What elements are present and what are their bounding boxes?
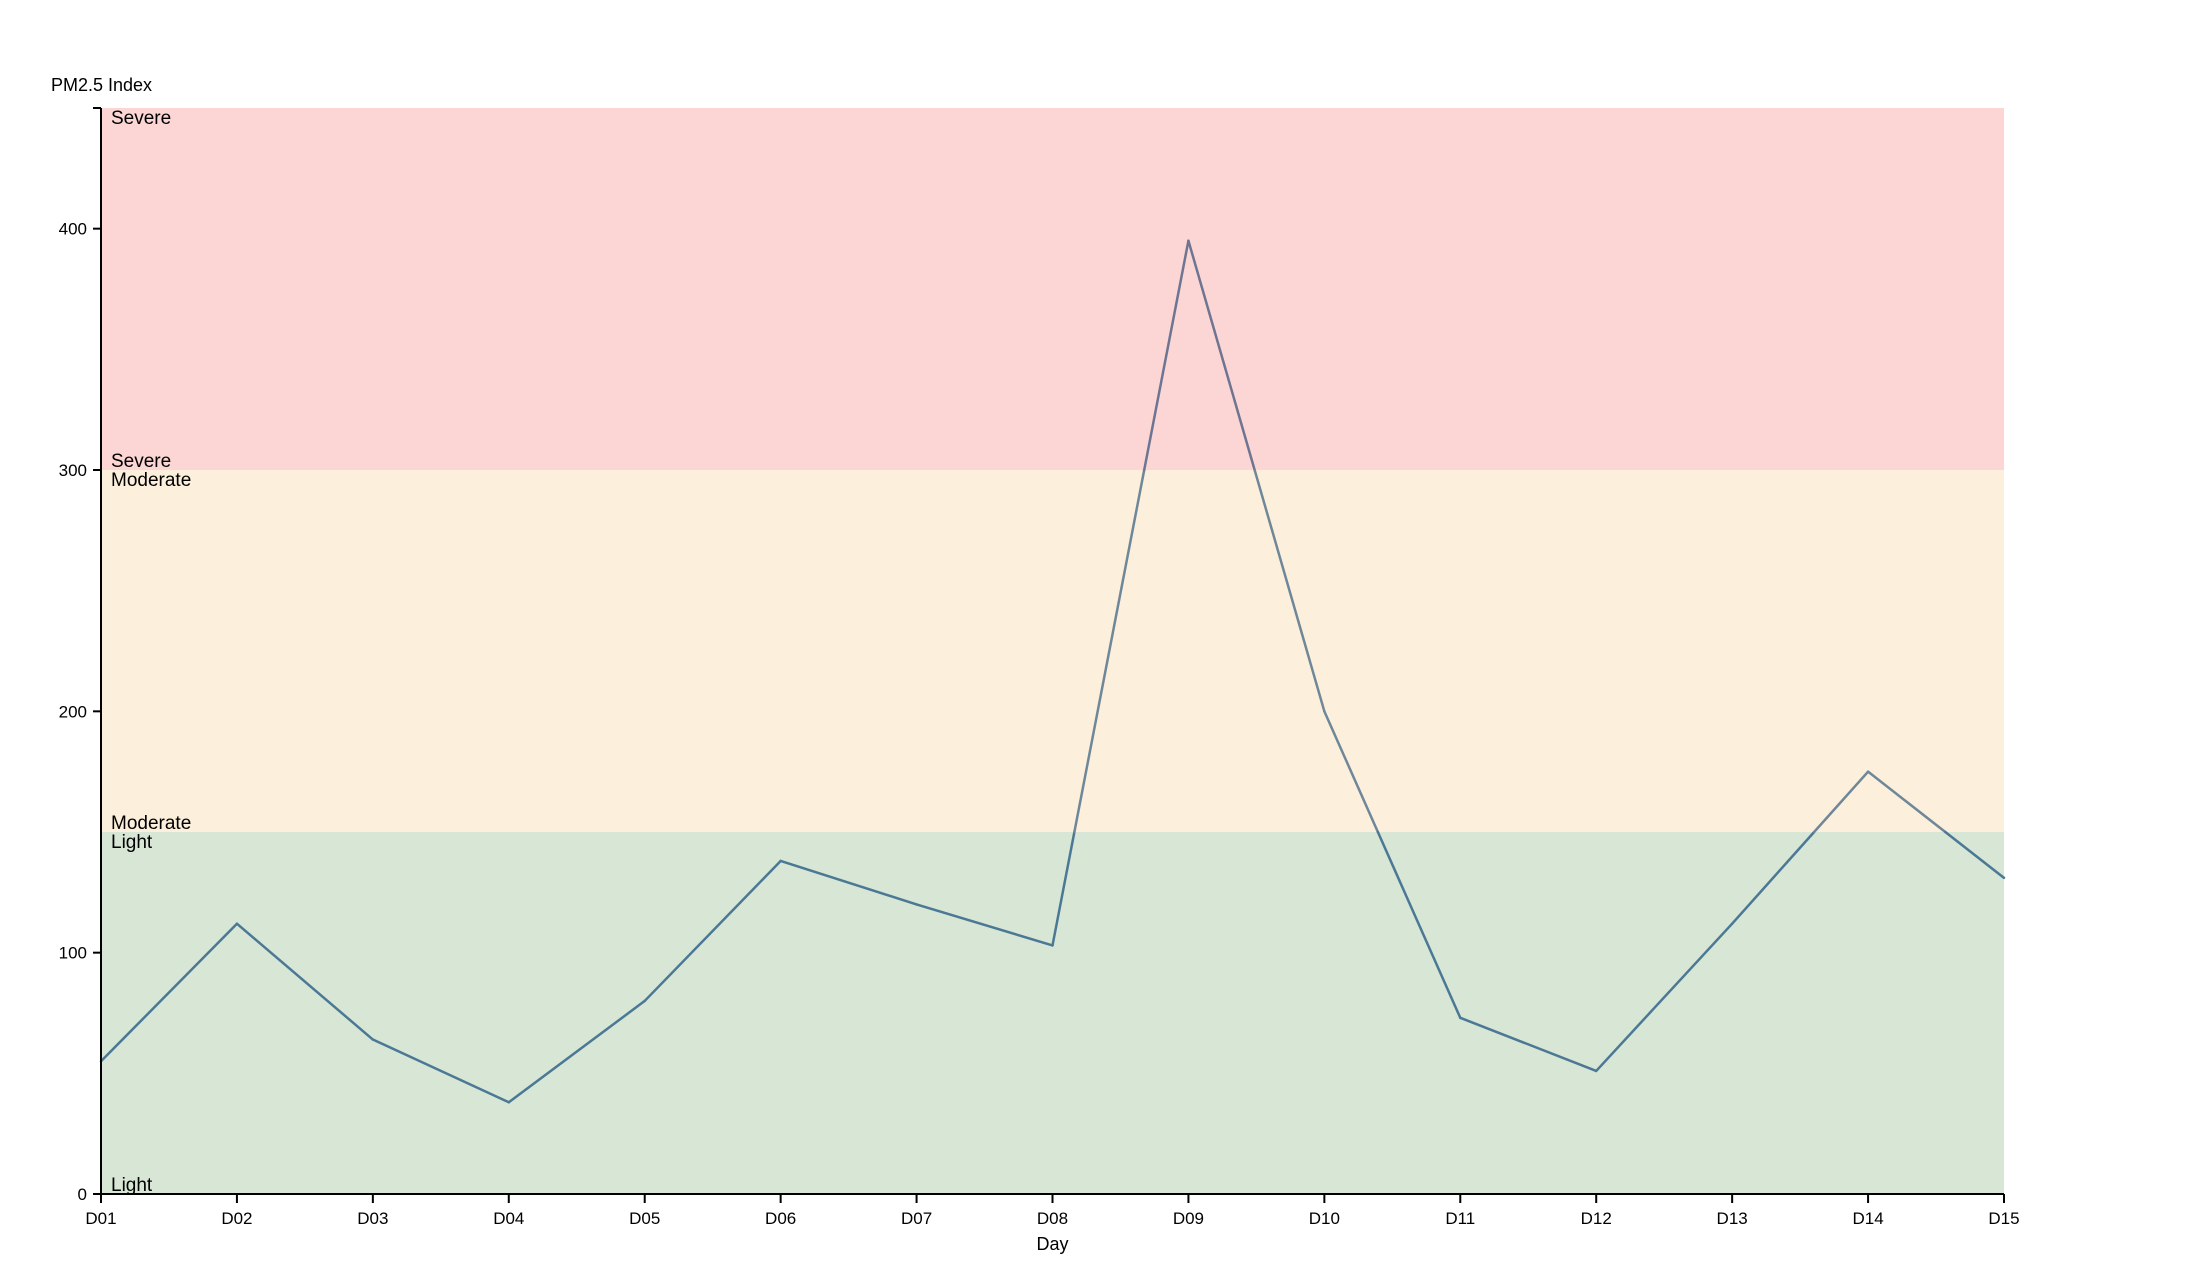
series-line-segment [1812,770,1870,834]
band-label-severe-bottom: Severe [111,451,171,472]
x-tick-label-d11: D11 [1445,1209,1475,1228]
series-line-segment [235,922,375,1041]
band-label-moderate-bottom: Moderate [111,813,191,834]
series-line-segment [1323,710,1380,834]
x-tick-label-d13: D13 [1717,1209,1748,1228]
x-tick-label-d07: D07 [901,1209,932,1228]
series-line-segment [1253,468,1326,713]
series-line-segment [1866,770,1947,834]
y-tick-label: 200 [59,702,87,721]
y-tick-label: 0 [78,1185,87,1204]
x-tick-label-d08: D08 [1037,1209,1068,1228]
series-line-segment [1730,830,1816,925]
x-tick-label-d01: D01 [85,1209,116,1228]
axes: 0 100 200 300 400 D01 D02 D03 D04 D05 D06 D07 D08 D09… [59,107,2020,1228]
x-tick-label-d04: D04 [493,1209,524,1228]
x-tick-label-d09: D09 [1173,1209,1204,1228]
series-line-segment [1142,239,1190,472]
x-tick-label-d10: D10 [1309,1209,1340,1228]
y-tick-label: 100 [59,944,87,963]
band-label-light-top: Light [111,832,153,853]
band-label-moderate-top: Moderate [111,470,191,491]
series-line-segment [1944,830,2006,880]
x-tick-label-d02: D02 [221,1209,252,1228]
series-line-segment [371,1038,511,1104]
series-line-segment [779,859,918,906]
series-line-segment [1376,830,1462,1020]
x-tick-label-d03: D03 [357,1209,388,1228]
severity-bands [101,108,2004,1194]
band-label-light-bottom: Light [111,1175,153,1196]
series-line-segment [915,903,1054,947]
series-line-segment [1187,239,1256,472]
series-line-segment [99,922,239,1063]
series-line-segment [1073,468,1146,834]
series-line-segment [643,859,782,1003]
series-line-segment [507,999,646,1104]
band-severe [101,108,2004,470]
y-tick-label: 400 [59,220,87,239]
y-axis-title: PM2.5 Index [51,75,152,95]
series-line-segment [1051,830,1076,947]
series-line-group [99,239,2006,1104]
x-tick-label-d14: D14 [1852,1209,1883,1228]
band-label-severe-top: Severe [111,108,171,129]
x-axis-title: Day [1036,1234,1068,1254]
band-moderate [101,470,2004,832]
series-line-segment [1459,1016,1598,1073]
x-tick-label-d15: D15 [1988,1209,2019,1228]
band-light [101,832,2004,1194]
series-line-segment [1594,922,1734,1073]
x-tick-label-d06: D06 [765,1209,796,1228]
x-tick-label-d05: D05 [629,1209,660,1228]
x-tick-label-d12: D12 [1581,1209,1612,1228]
y-tick-label: 300 [59,461,87,480]
